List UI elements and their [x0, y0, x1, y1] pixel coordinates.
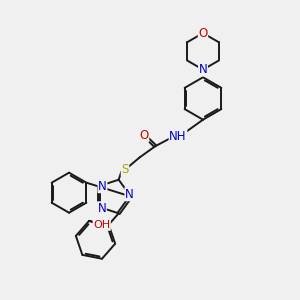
Text: S: S [121, 163, 129, 176]
Text: N: N [98, 202, 106, 215]
Text: N: N [125, 188, 134, 201]
Text: NH: NH [169, 130, 187, 143]
Text: N: N [98, 180, 107, 193]
Text: O: O [198, 27, 208, 40]
Text: O: O [140, 129, 149, 142]
Text: OH: OH [93, 220, 110, 230]
Text: N: N [199, 63, 207, 76]
